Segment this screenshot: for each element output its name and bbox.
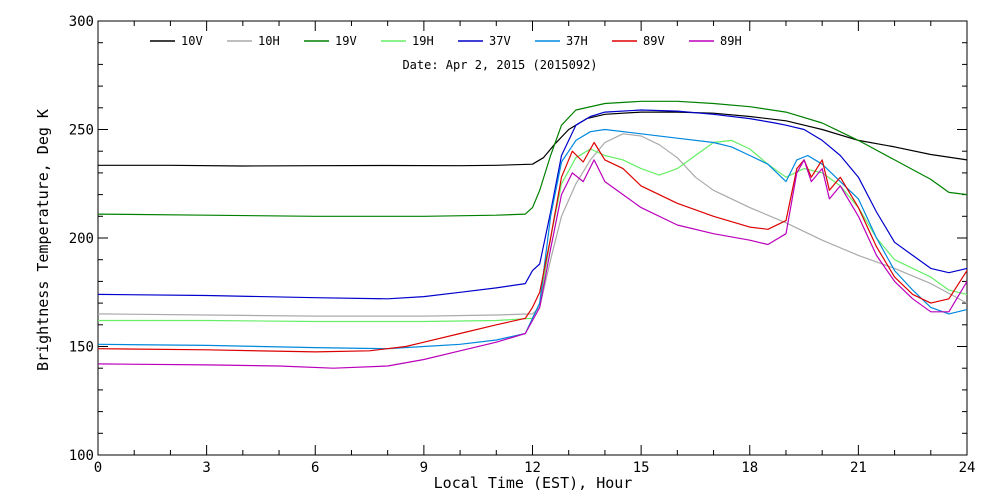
legend-label-89v: 89V bbox=[643, 34, 665, 48]
series-lines bbox=[97, 100, 968, 369]
x-axis-title: Local Time (EST), Hour bbox=[434, 474, 633, 492]
plot-frame bbox=[97, 20, 968, 456]
series-line-89h bbox=[97, 159, 968, 369]
y-ticks: 100 150 200 250 300 bbox=[69, 14, 967, 464]
x-ticks: 0 3 6 9 12 15 18 21 24 bbox=[94, 21, 976, 476]
legend: 10V 10H 19V 19H 37V 37H 89V 89H bbox=[150, 34, 742, 48]
legend-label-89h: 89H bbox=[720, 34, 742, 48]
y-tick-label: 300 bbox=[69, 14, 94, 30]
x-tick-label: 3 bbox=[202, 460, 210, 476]
y-tick-label: 150 bbox=[69, 340, 94, 356]
x-tick-label: 0 bbox=[94, 460, 102, 476]
x-tick-label: 15 bbox=[633, 460, 650, 476]
legend-label-19v: 19V bbox=[335, 34, 357, 48]
y-tick-label: 200 bbox=[69, 231, 94, 247]
x-tick-label: 9 bbox=[420, 460, 428, 476]
x-tick-label: 18 bbox=[741, 460, 758, 476]
plot-border bbox=[97, 20, 968, 456]
x-tick-label: 6 bbox=[311, 460, 319, 476]
legend-label-19h: 19H bbox=[412, 34, 434, 48]
series-line-19h bbox=[98, 139, 968, 323]
legend-label-10v: 10V bbox=[181, 34, 203, 48]
series-line-10v bbox=[98, 111, 968, 167]
series-line-37h bbox=[97, 128, 968, 350]
chart-subtitle: Date: Apr 2, 2015 (2015092) bbox=[402, 58, 597, 72]
x-tick-label: 21 bbox=[850, 460, 867, 476]
legend-label-37v: 37V bbox=[489, 34, 511, 48]
series-line-89v bbox=[97, 141, 968, 353]
legend-label-10h: 10H bbox=[258, 34, 280, 48]
series-line-37v bbox=[97, 109, 968, 300]
y-tick-label: 250 bbox=[69, 123, 94, 139]
series-line-19v bbox=[97, 100, 968, 217]
y-tick-label: 100 bbox=[69, 448, 94, 464]
legend-label-37h: 37H bbox=[566, 34, 588, 48]
series-line-10h bbox=[97, 133, 968, 317]
x-tick-label: 12 bbox=[524, 460, 541, 476]
y-axis-title: Brightness Temperature, Deg K bbox=[34, 109, 52, 371]
x-tick-label: 24 bbox=[959, 460, 976, 476]
